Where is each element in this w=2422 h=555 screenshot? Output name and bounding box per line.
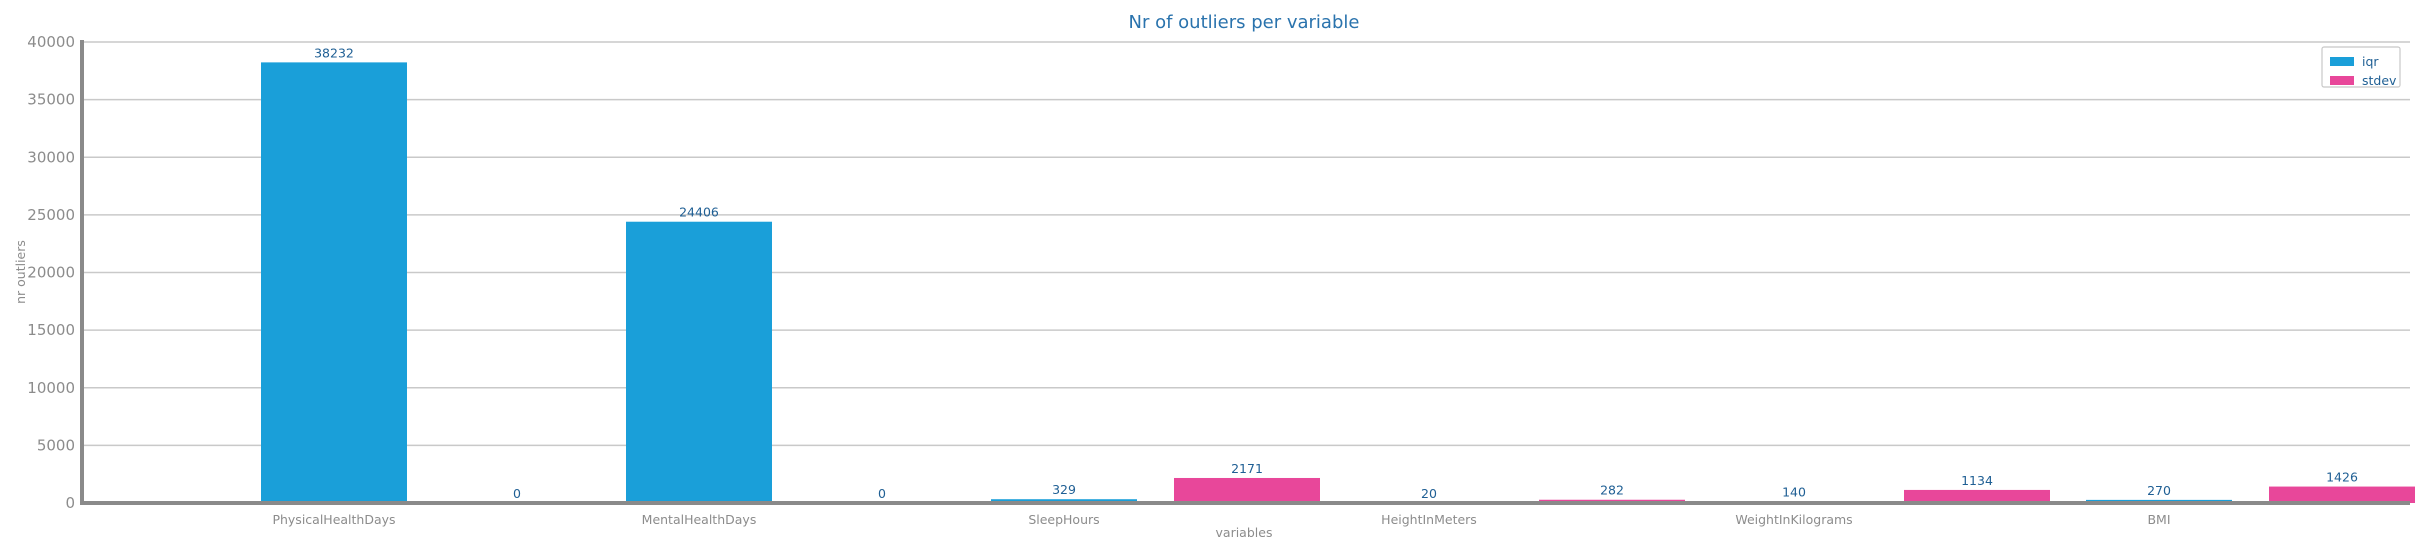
x-tick-label-WeightInKilograms: WeightInKilograms xyxy=(1735,512,1852,527)
x-tick-label-SleepHours: SleepHours xyxy=(1028,512,1099,527)
data-label-iqr-HeightInMeters: 20 xyxy=(1421,486,1437,501)
data-label-iqr-SleepHours: 329 xyxy=(1052,482,1076,497)
y-tick-label: 35000 xyxy=(27,91,75,109)
data-label-stdev-PhysicalHealthDays: 0 xyxy=(513,486,521,501)
axes: 0 5000 10000 15000 20000 25000 30000 35000 40000… xyxy=(27,33,2410,527)
data-label-iqr-PhysicalHealthDays: 38232 xyxy=(314,45,354,60)
data-labels: 38232 0 24406 0 329 2171 20 282 140 1134 270 1426 xyxy=(314,45,2358,501)
x-tick-label-PhysicalHealthDays: PhysicalHealthDays xyxy=(272,512,395,527)
bar-iqr-MentalHealthDays xyxy=(626,221,772,503)
data-label-stdev-SleepHours: 2171 xyxy=(1231,461,1263,476)
data-label-iqr-WeightInKilograms: 140 xyxy=(1782,484,1806,499)
y-tick-label: 15000 xyxy=(27,321,75,339)
x-tick-label-MentalHealthDays: MentalHealthDays xyxy=(642,512,757,527)
bar-stdev-BMI xyxy=(2269,486,2415,503)
x-tick-label-BMI: BMI xyxy=(2147,512,2170,527)
y-tick-label: 5000 xyxy=(37,436,75,454)
legend-swatch-stdev xyxy=(2330,76,2354,85)
y-axis-title: nr outliers xyxy=(13,240,28,304)
y-tick-label: 30000 xyxy=(27,148,75,166)
data-label-stdev-BMI: 1426 xyxy=(2326,470,2358,485)
bar-iqr-PhysicalHealthDays xyxy=(261,62,407,504)
legend-swatch-iqr xyxy=(2330,57,2354,66)
legend: iqr stdev xyxy=(2321,46,2401,88)
y-tick-label: 10000 xyxy=(27,379,75,397)
gridlines xyxy=(82,41,2410,447)
data-label-stdev-HeightInMeters: 282 xyxy=(1600,483,1624,498)
y-tick-label: 40000 xyxy=(27,33,75,51)
data-label-iqr-MentalHealthDays: 24406 xyxy=(679,205,719,220)
data-label-stdev-WeightInKilograms: 1134 xyxy=(1961,473,1993,488)
x-tick-label-HeightInMeters: HeightInMeters xyxy=(1381,512,1477,527)
y-tick-label: 20000 xyxy=(27,264,75,282)
legend-label-iqr: iqr xyxy=(2362,54,2379,69)
y-tick-label: 25000 xyxy=(27,206,75,224)
chart-title: Nr of outliers per variable xyxy=(1129,12,1360,33)
bar-stdev-SleepHours xyxy=(1174,477,1320,503)
data-label-stdev-MentalHealthDays: 0 xyxy=(878,486,886,501)
legend-label-stdev: stdev xyxy=(2362,73,2397,88)
x-axis-title: variables xyxy=(1216,525,1273,540)
data-label-iqr-BMI: 270 xyxy=(2147,483,2171,498)
bar-stdev-WeightInKilograms xyxy=(1904,489,2050,503)
y-tick-label: 0 xyxy=(65,494,75,512)
bars xyxy=(261,62,2415,504)
